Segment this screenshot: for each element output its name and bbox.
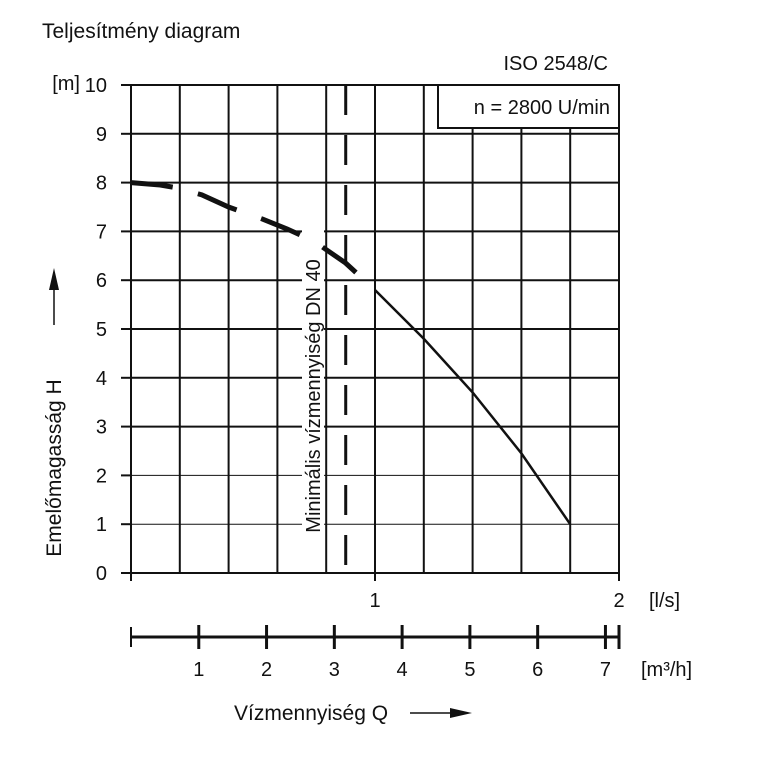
min-flow-label-bg [302, 225, 324, 568]
x-tick-label-m3h: 2 [261, 659, 272, 681]
min-flow-label-group: Minimális vízmennyiség DN 40 [302, 225, 325, 568]
speed-label-box [437, 84, 620, 129]
x-unit-m3h: [m³/h] [641, 659, 692, 681]
y-unit: [m] [52, 73, 80, 95]
y-tick-label: 3 [96, 417, 107, 439]
chart-title: Teljesítmény diagram [42, 20, 240, 43]
x-tick-label-ls: 1 [369, 590, 380, 612]
pump-curve-solid [374, 289, 572, 525]
x-unit-ls: [l/s] [649, 590, 680, 612]
pump-curve-dashed [130, 180, 377, 292]
x-axis-arrow-icon [410, 708, 472, 718]
y-tick-label: 5 [96, 319, 107, 341]
horizontal-gridlines [131, 132, 619, 525]
y-tick-label: 6 [96, 270, 107, 292]
y-axis-arrow-icon [49, 268, 59, 325]
x-ticks-m3h: 1 2 3 4 5 6 7 [130, 625, 621, 681]
x-tick-label-ls: 2 [613, 590, 624, 612]
x-tick-label-m3h: 3 [329, 659, 340, 681]
x-tick-label-m3h: 6 [532, 659, 543, 681]
x-tick-label-m3h: 1 [193, 659, 204, 681]
y-tick-label: 2 [96, 465, 107, 487]
standard-label: ISO 2548/C [503, 53, 608, 75]
y-tick-label: 0 [96, 563, 107, 585]
y-tick-label: 4 [96, 368, 107, 390]
y-tick-labels: 0 1 2 3 4 5 6 7 8 9 10 [85, 75, 131, 585]
x-tick-label-m3h: 7 [600, 659, 611, 681]
y-tick-label: 8 [96, 173, 107, 195]
y-tick-label: 7 [96, 221, 107, 243]
speed-label: n = 2800 U/min [474, 97, 610, 119]
y-tick-label: 10 [85, 75, 107, 97]
y-tick-label: 1 [96, 514, 107, 536]
min-flow-label: Minimális vízmennyiség DN 40 [303, 259, 325, 532]
y-axis-label: Emelőmagasság H [43, 379, 66, 556]
x-tick-label-m3h: 5 [464, 659, 475, 681]
x-axis-label: Vízmennyiség Q [234, 702, 388, 725]
x-tick-label-m3h: 4 [397, 659, 408, 681]
y-tick-label: 9 [96, 124, 107, 146]
